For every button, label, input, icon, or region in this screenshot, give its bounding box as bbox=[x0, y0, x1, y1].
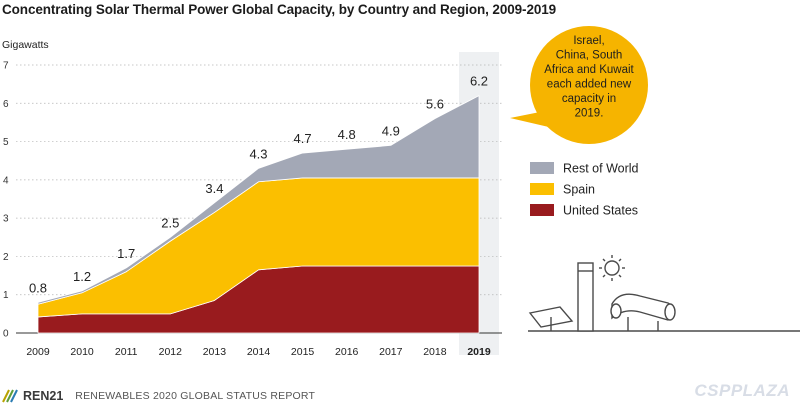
y-axis-label: Gigawatts bbox=[2, 39, 49, 51]
x-tick-2010: 2010 bbox=[70, 346, 94, 358]
y-tick-4: 4 bbox=[3, 175, 9, 186]
x-tick-2016: 2016 bbox=[335, 346, 359, 358]
csp-illustration bbox=[528, 255, 800, 332]
brand-name: REN21 bbox=[23, 389, 64, 403]
x-axis: 2009 2010 2011 2012 2013 2014 2015 2016 2017 2018… bbox=[26, 346, 491, 358]
x-tick-2014: 2014 bbox=[247, 346, 271, 358]
y-tick-3: 3 bbox=[3, 214, 9, 225]
legend-swatch-united-states bbox=[530, 204, 554, 216]
annotation-bubble-tail bbox=[510, 112, 553, 128]
y-axis: 0 1 2 3 4 5 6 7 bbox=[3, 61, 9, 340]
annotation-text: Israel, China, South Africa and Kuwait each… bbox=[544, 35, 634, 120]
y-tick-2: 2 bbox=[3, 252, 9, 263]
chart: 2009 2010 2011 2012 2013 2014 2015 2016 2017 2018… bbox=[2, 26, 800, 358]
solar-tower-icon bbox=[577, 262, 594, 332]
legend-label-rest-of-world: Rest of World bbox=[563, 162, 639, 176]
area-rest-of-world bbox=[37, 95, 480, 305]
areas bbox=[37, 95, 480, 334]
legend-swatch-rest-of-world bbox=[530, 162, 554, 174]
x-tick-2013: 2013 bbox=[203, 346, 227, 358]
legend-label-united-states: United States bbox=[563, 204, 638, 218]
data-label-2011: 1.7 bbox=[117, 246, 135, 261]
annotation-line-2: Africa and Kuwait bbox=[544, 64, 634, 76]
data-label-2015: 4.7 bbox=[294, 131, 312, 146]
annotation-bubble-circle bbox=[530, 26, 648, 144]
data-label-2019: 6.2 bbox=[470, 74, 488, 89]
sun-icon bbox=[599, 255, 625, 281]
parabolic-trough-icon bbox=[610, 293, 676, 331]
x-tick-2015: 2015 bbox=[291, 346, 315, 358]
ren21-logo-icon bbox=[2, 389, 18, 403]
x-tick-2019: 2019 bbox=[467, 346, 491, 358]
x-tick-2011: 2011 bbox=[115, 346, 138, 358]
annotation-bubble: Israel, China, South Africa and Kuwait each… bbox=[510, 26, 648, 144]
data-label-2014: 4.3 bbox=[249, 146, 267, 161]
y-tick-1: 1 bbox=[3, 290, 9, 301]
legend: Rest of World Spain United States bbox=[530, 162, 639, 218]
footer: REN21 RENEWABLES 2020 GLOBAL STATUS REPO… bbox=[2, 386, 315, 406]
data-labels: 0.8 1.2 1.7 2.5 3.4 4.3 4.7 4.8 4.9 5.6 6.2 bbox=[29, 74, 488, 296]
annotation-line-3: each added new bbox=[547, 79, 632, 91]
data-label-2013: 3.4 bbox=[205, 181, 223, 196]
data-label-2018: 5.6 bbox=[426, 97, 444, 112]
annotation-line-0: Israel, bbox=[573, 35, 604, 47]
data-label-2009: 0.8 bbox=[29, 280, 47, 295]
x-tick-2017: 2017 bbox=[379, 346, 403, 358]
watermark: CSPPLAZA bbox=[694, 381, 790, 400]
y-tick-6: 6 bbox=[3, 99, 9, 110]
legend-label-spain: Spain bbox=[563, 183, 595, 197]
legend-swatch-spain bbox=[530, 183, 554, 195]
x-tick-2018: 2018 bbox=[423, 346, 447, 358]
y-tick-5: 5 bbox=[3, 137, 9, 148]
data-label-2017: 4.9 bbox=[382, 123, 400, 138]
data-label-2012: 2.5 bbox=[161, 215, 179, 230]
data-label-2010: 1.2 bbox=[73, 269, 91, 284]
heliostat-icon bbox=[528, 306, 574, 331]
annotation-line-4: capacity in bbox=[562, 93, 616, 105]
x-tick-2009: 2009 bbox=[26, 346, 50, 358]
x-tick-2012: 2012 bbox=[159, 346, 183, 358]
annotation-line-1: China, South bbox=[556, 50, 623, 62]
annotation-line-5: 2019. bbox=[575, 108, 604, 120]
y-tick-7: 7 bbox=[3, 61, 9, 72]
data-label-2016: 4.8 bbox=[338, 127, 356, 142]
chart-title: Concentrating Solar Thermal Power Global… bbox=[2, 2, 557, 17]
y-tick-0: 0 bbox=[3, 329, 9, 340]
report-name: RENEWABLES 2020 GLOBAL STATUS REPORT bbox=[75, 390, 316, 402]
